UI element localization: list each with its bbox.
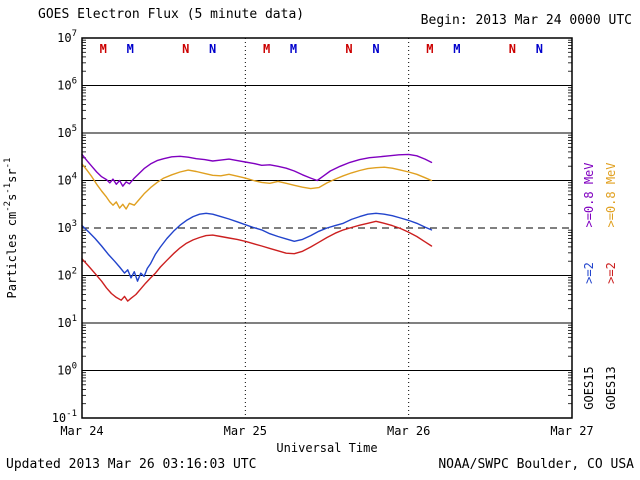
satellite-midnight-marker: M <box>426 42 433 56</box>
flux-curve-goes15-0.8-mev <box>81 153 433 187</box>
flux-curve-goes13-2-mev <box>81 220 433 302</box>
flux-curve-goes15-2-mev <box>81 212 433 282</box>
satellite-midnight-marker: M <box>453 42 460 56</box>
legend-label-0.8mev: >=0.8 MeV <box>604 162 618 227</box>
y-axis-title: Particles cm-2s-1sr-1 <box>3 158 19 299</box>
legend-label-2: >=2 <box>582 262 596 284</box>
x-tick-label: Mar 27 <box>550 424 593 438</box>
satellite-midnight-marker: M <box>290 42 297 56</box>
y-tick-label: 102 <box>57 267 77 283</box>
legend-label-goes15: GOES15 <box>582 366 596 409</box>
x-tick-label: Mar 24 <box>60 424 103 438</box>
x-axis-title: Universal Time <box>276 441 377 455</box>
satellite-noon-marker: N <box>536 42 543 56</box>
y-tick-label: 105 <box>57 124 77 140</box>
satellite-midnight-marker: M <box>100 42 107 56</box>
satellite-noon-marker: N <box>209 42 216 56</box>
x-tick-label: Mar 26 <box>387 424 430 438</box>
y-tick-label: 101 <box>57 314 77 330</box>
y-tick-label: 100 <box>57 362 77 378</box>
data-source-label: NOAA/SWPC Boulder, CO USA <box>438 457 634 472</box>
satellite-noon-marker: N <box>345 42 352 56</box>
satellite-noon-marker: N <box>509 42 516 56</box>
chart-title: GOES Electron Flux (5 minute data) <box>38 7 305 22</box>
legend-label-0.8mev: >=0.8 MeV <box>582 162 596 227</box>
satellite-midnight-marker: M <box>263 42 270 56</box>
chart-frame <box>81 37 573 419</box>
y-tick-label: 104 <box>57 172 77 188</box>
legend-label-2: >=2 <box>604 262 618 284</box>
satellite-noon-marker: N <box>372 42 379 56</box>
y-tick-label: 107 <box>57 29 77 45</box>
updated-timestamp: Updated 2013 Mar 26 03:16:03 UTC <box>6 457 257 472</box>
y-tick-label: 103 <box>57 219 77 235</box>
x-tick-label: Mar 25 <box>224 424 267 438</box>
legend-label-goes13: GOES13 <box>604 366 618 409</box>
y-tick-label: 10-1 <box>52 409 77 425</box>
begin-time-label: Begin: 2013 Mar 24 0000 UTC <box>420 13 632 28</box>
satellite-midnight-marker: M <box>127 42 134 56</box>
satellite-noon-marker: N <box>182 42 189 56</box>
flux-curve-goes13-0.8-mev <box>81 163 433 210</box>
y-tick-label: 106 <box>57 77 77 93</box>
